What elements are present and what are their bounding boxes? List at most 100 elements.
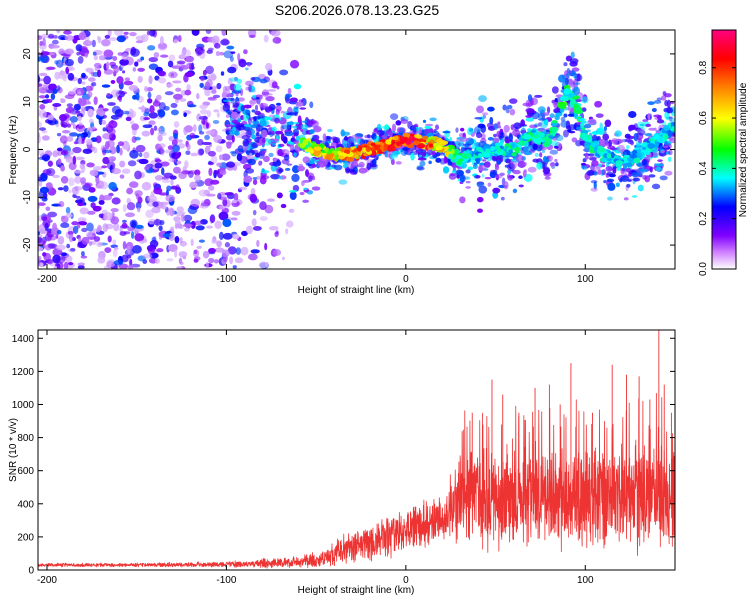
spectrogram-blob xyxy=(581,96,589,104)
spectrogram-blob xyxy=(184,125,193,133)
spectrogram-blob xyxy=(174,223,183,229)
spectrogram-ridge-blob xyxy=(400,137,405,141)
spectrogram-blob xyxy=(86,162,95,168)
spectrogram-blob xyxy=(161,167,165,176)
spectrogram-ridge-blob xyxy=(385,139,393,145)
spectrogram-blob xyxy=(603,180,607,184)
spectrogram-blob xyxy=(422,119,427,124)
spectrogram-blob xyxy=(525,107,535,113)
spectrogram-blob xyxy=(657,159,663,163)
spectrogram-blob xyxy=(509,108,516,116)
spectrogram-blob xyxy=(65,255,73,263)
spectrogram-blob xyxy=(410,152,415,161)
spectrogram-blob xyxy=(39,40,44,46)
spectrogram-blob xyxy=(549,113,555,119)
spectrogram-ridge-blob xyxy=(514,146,521,154)
spectrogram-blob xyxy=(196,245,202,250)
spectrogram-blob xyxy=(107,102,116,106)
spectrogram-blob xyxy=(87,91,93,98)
spectrogram-blob xyxy=(234,130,240,136)
spectrogram-blob xyxy=(148,75,153,85)
y-tick-label: 400 xyxy=(17,499,34,510)
spectrogram-blob xyxy=(226,161,236,168)
spectrogram-blob xyxy=(478,95,488,103)
spectrogram-blob xyxy=(252,225,262,231)
spectrogram-blob xyxy=(624,138,632,143)
spectrogram-blob xyxy=(217,193,222,200)
spectrogram-blob xyxy=(247,253,258,261)
spectrogram-blob xyxy=(667,156,672,162)
spectrogram-ridge-blob xyxy=(543,141,549,148)
spectrogram-blob xyxy=(104,34,111,39)
spectrogram-blob xyxy=(512,169,521,175)
spectrogram-blob xyxy=(192,124,197,133)
spectrogram-ridge-blob xyxy=(404,139,412,145)
spectrogram-blob xyxy=(342,140,347,145)
spectrogram-blob xyxy=(494,174,503,179)
spectrogram-blob xyxy=(245,225,253,235)
spectrogram-blob xyxy=(424,123,434,127)
spectrogram-blob xyxy=(102,223,109,233)
spectrogram-ridge-blob xyxy=(577,117,585,122)
spectrogram-ridge-blob xyxy=(494,142,504,147)
spectrogram-blob xyxy=(168,54,176,62)
spectrogram-blob xyxy=(48,120,54,124)
spectrogram-blob xyxy=(207,161,215,166)
spectrogram-blob xyxy=(130,48,140,57)
spectrogram-blob xyxy=(68,233,74,243)
spectrogram-blob xyxy=(566,72,570,79)
spectrogram-blob xyxy=(134,233,145,242)
spectrogram-blob xyxy=(656,97,662,101)
spectrogram-blob xyxy=(534,152,539,158)
spectrogram-blob xyxy=(61,149,69,156)
spectrogram-blob xyxy=(459,174,466,183)
spectrogram-blob xyxy=(172,80,182,84)
spectrogram-blob xyxy=(156,248,164,253)
spectrogram-blob xyxy=(75,44,83,52)
spectrogram-blob xyxy=(270,173,281,180)
spectrogram-blob xyxy=(385,129,392,135)
spectrogram-blob xyxy=(647,113,651,120)
spectrogram-blob xyxy=(343,136,348,141)
spectrogram-blob xyxy=(259,94,263,100)
spectrogram-blob xyxy=(238,59,247,68)
spectrogram-blob xyxy=(456,174,460,179)
spectrogram-blob xyxy=(642,159,647,166)
spectrogram-blob xyxy=(614,130,622,137)
spectrogram-blob xyxy=(653,127,657,132)
spectrogram-blob xyxy=(46,168,56,177)
spectrogram-ridge-blob xyxy=(450,148,455,155)
spectrogram-blob xyxy=(112,56,118,62)
spectrogram-ridge-blob xyxy=(374,144,382,151)
spectrogram-blob xyxy=(222,218,232,228)
spectrogram-ridge-blob xyxy=(390,145,396,151)
spectrogram-blob xyxy=(80,46,88,51)
spectrogram-blob xyxy=(481,112,489,116)
spectrogram-blob xyxy=(56,147,63,152)
spectrogram-blob xyxy=(276,192,283,199)
spectrogram-blob xyxy=(202,120,206,125)
spectrogram-blob xyxy=(243,104,252,109)
spectrogram-blob xyxy=(267,198,275,202)
spectrogram-blob xyxy=(56,263,61,269)
spectrogram-blob xyxy=(108,120,118,129)
spectrogram-blob xyxy=(56,229,62,235)
spectrogram-blob xyxy=(651,183,661,190)
spectrogram-ridge-blob xyxy=(408,136,416,142)
spectrogram-blob xyxy=(455,169,464,177)
spectrogram-blob xyxy=(597,169,602,175)
spectrogram-blob xyxy=(586,169,595,177)
spectrogram-blob xyxy=(549,149,559,155)
spectrogram-blob xyxy=(86,130,91,138)
spectrogram-blob xyxy=(93,146,98,154)
spectrogram-blob xyxy=(540,120,549,129)
spectrogram-blob xyxy=(59,135,68,144)
spectrogram-blob xyxy=(60,165,65,172)
spectrogram-blob xyxy=(590,187,598,192)
spectrogram-blob xyxy=(306,119,314,127)
spectrogram-blob xyxy=(196,113,202,122)
spectrogram-ridge-blob xyxy=(444,146,449,150)
spectrogram-blob xyxy=(208,150,216,157)
spectrogram-blob xyxy=(265,93,273,96)
